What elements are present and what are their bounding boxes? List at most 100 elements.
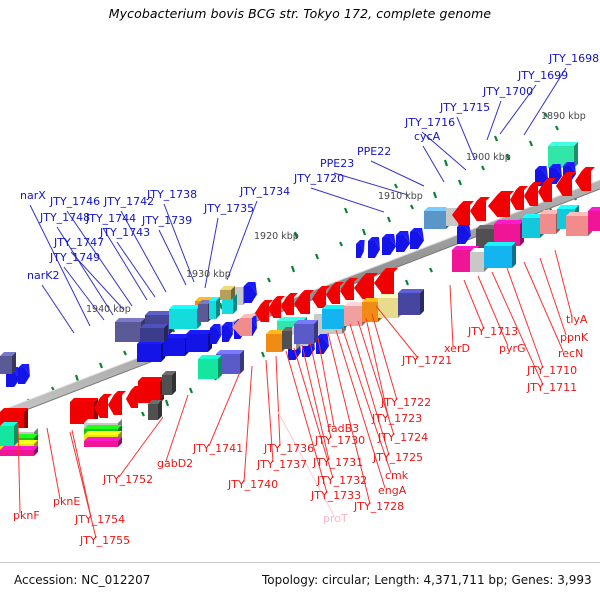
gene-label-pyrg[interactable]: pyrG — [499, 342, 526, 355]
gene-label-jty_1725[interactable]: JTY_1725 — [372, 451, 423, 464]
gene-feature[interactable] — [396, 231, 410, 252]
reverse-strand-features[interactable] — [0, 167, 600, 456]
gene-feature[interactable] — [410, 228, 424, 249]
gene-feature[interactable] — [244, 282, 257, 303]
gene-label-jty_1713[interactable]: JTY_1713 — [467, 325, 518, 338]
gene-feature[interactable] — [556, 172, 576, 196]
gene-label-jty_1723[interactable]: JTY_1723 — [371, 412, 422, 425]
gene-feature[interactable] — [232, 314, 256, 336]
gene-feature[interactable] — [137, 340, 165, 362]
gene-feature[interactable] — [510, 186, 528, 210]
gene-label-jty_1737[interactable]: JTY_1737 — [256, 458, 307, 471]
gene-feature[interactable] — [354, 273, 378, 299]
gene-label-jty_1732[interactable]: JTY_1732 — [316, 474, 367, 487]
gene-labels-highlight[interactable]: proT — [323, 512, 348, 525]
gene-feature[interactable] — [220, 286, 235, 300]
gene-feature[interactable] — [294, 290, 314, 314]
gene-label-narx[interactable]: narX — [20, 189, 46, 202]
gene-feature[interactable] — [255, 300, 273, 322]
gene-label-jty_1699[interactable]: JTY_1699 — [517, 69, 568, 82]
gene-label-jty_1749[interactable]: JTY_1749 — [49, 251, 100, 264]
gene-label-fadb3[interactable]: fadB3 — [327, 422, 359, 435]
gene-label-jty_1754[interactable]: JTY_1754 — [74, 513, 125, 526]
gene-label-jty_1742[interactable]: JTY_1742 — [103, 195, 154, 208]
gene-label-prot[interactable]: proT — [323, 512, 348, 525]
gene-label-xerd[interactable]: xerD — [444, 342, 470, 355]
gene-feature[interactable] — [312, 286, 330, 308]
gene-labels-forward[interactable]: JTY_1698 JTY_1699 JTY_1700 JTY_1715 JTY_1716… — [20, 52, 599, 282]
genome-map-svg[interactable]: 1890 kbp 1900 kbp 1910 kbp 1920 kbp 1930 kbp… — [0, 30, 600, 558]
gene-feature[interactable] — [374, 268, 398, 294]
gene-label-ppe22[interactable]: PPE22 — [357, 145, 391, 158]
gene-label-cyca[interactable]: cycA — [414, 130, 441, 143]
gene-label-jty_1738[interactable]: JTY_1738 — [146, 188, 197, 201]
gene-label-jty_1715[interactable]: JTY_1715 — [439, 101, 490, 114]
gene-label-jty_1755[interactable]: JTY_1755 — [79, 534, 130, 547]
gene-feature[interactable] — [398, 289, 424, 315]
gene-feature[interactable] — [356, 240, 365, 258]
gene-feature[interactable] — [18, 364, 30, 384]
gene-label-jty_1743[interactable]: JTY_1743 — [99, 226, 150, 239]
gene-label-jty_1724[interactable]: JTY_1724 — [377, 431, 428, 444]
gene-feature[interactable] — [138, 377, 164, 403]
gene-label-nark2[interactable]: narK2 — [27, 269, 59, 282]
gene-label-jty_1711[interactable]: JTY_1711 — [526, 381, 577, 394]
gene-label-jty_1746[interactable]: JTY_1746 — [49, 195, 100, 208]
gene-feature[interactable] — [186, 330, 212, 352]
gene-label-jty_1730[interactable]: JTY_1730 — [314, 434, 365, 447]
gene-feature[interactable] — [316, 334, 329, 354]
gene-label-pknf[interactable]: pknF — [13, 509, 40, 522]
gene-feature[interactable] — [126, 386, 142, 408]
gene-feature[interactable] — [148, 400, 162, 420]
gene-label-ppnk[interactable]: ppnK — [560, 331, 589, 344]
gene-feature[interactable] — [169, 305, 201, 329]
gene-label-ppe23[interactable]: PPE23 — [320, 157, 354, 170]
gene-feature[interactable] — [0, 352, 16, 374]
gene-labels-reverse[interactable]: tlyA ppnK recN JTY_1710 JTY_1711 pyrG JTY_1713… — [13, 313, 589, 547]
gene-label-jty_1721[interactable]: JTY_1721 — [401, 354, 452, 367]
gene-feature[interactable] — [94, 394, 112, 418]
genome-map-canvas[interactable]: 1890 kbp 1900 kbp 1910 kbp 1920 kbp 1930 kbp… — [0, 30, 600, 558]
gene-label-jty_1748[interactable]: JTY_1748 — [39, 211, 90, 224]
gene-feature[interactable] — [84, 437, 122, 447]
gene-label-jty_1741[interactable]: JTY_1741 — [192, 442, 243, 455]
gene-label-cmk[interactable]: cmk — [385, 469, 409, 482]
gene-feature[interactable] — [268, 296, 285, 318]
gene-feature[interactable] — [488, 191, 514, 217]
gene-feature[interactable] — [368, 237, 380, 258]
gene-feature[interactable] — [140, 324, 168, 342]
gene-label-tlya[interactable]: tlyA — [566, 313, 588, 326]
gene-feature[interactable] — [575, 167, 595, 191]
gene-label-jty_1747[interactable]: JTY_1747 — [53, 236, 104, 249]
gene-label-jty_1700[interactable]: JTY_1700 — [482, 85, 533, 98]
gene-label-jty_1716[interactable]: JTY_1716 — [404, 116, 455, 129]
gene-feature[interactable] — [494, 220, 524, 246]
gene-label-jty_1752[interactable]: JTY_1752 — [102, 473, 153, 486]
gene-label-jty_1736[interactable]: JTY_1736 — [263, 442, 314, 455]
gene-label-jty_1720[interactable]: JTY_1720 — [293, 172, 344, 185]
gene-feature[interactable] — [162, 371, 176, 395]
gene-feature[interactable] — [210, 324, 221, 344]
gene-feature[interactable] — [457, 223, 471, 244]
gene-label-jty_1728[interactable]: JTY_1728 — [353, 500, 404, 513]
gene-feature[interactable] — [281, 293, 298, 315]
gene-label-jty_1735[interactable]: JTY_1735 — [203, 202, 254, 215]
gene-label-pkne[interactable]: pknE — [53, 495, 80, 508]
gene-label-jty_1710[interactable]: JTY_1710 — [526, 364, 577, 377]
gene-label-jty_1740[interactable]: JTY_1740 — [227, 478, 278, 491]
gene-label-jty_1698[interactable]: JTY_1698 — [548, 52, 599, 65]
gene-feature[interactable] — [326, 282, 344, 304]
gene-feature[interactable] — [484, 242, 516, 268]
gene-label-enga[interactable]: engA — [378, 484, 407, 497]
gene-label-jty_1733[interactable]: JTY_1733 — [310, 489, 361, 502]
gene-feature[interactable] — [588, 207, 600, 231]
gene-label-jty_1722[interactable]: JTY_1722 — [380, 396, 431, 409]
gene-feature[interactable] — [108, 391, 126, 415]
gene-feature[interactable] — [538, 178, 556, 202]
gene-feature[interactable] — [524, 182, 542, 206]
gene-feature[interactable] — [0, 422, 18, 446]
gene-label-jty_1734[interactable]: JTY_1734 — [239, 185, 290, 198]
gene-feature[interactable] — [222, 322, 233, 342]
gene-label-gabd2[interactable]: gabD2 — [157, 457, 193, 470]
gene-label-recn[interactable]: recN — [558, 347, 583, 360]
